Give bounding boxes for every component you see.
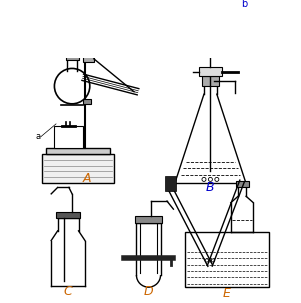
Bar [56,211,80,218]
Text: a: a [36,132,41,141]
Bar [135,215,162,223]
Bar [54,125,82,148]
Text: A: A [83,172,92,185]
Bar [185,232,269,287]
Bar [83,99,92,104]
Bar [202,76,219,86]
Bar [82,55,94,62]
Text: B: B [206,181,215,194]
Bar [66,52,79,60]
Text: D: D [144,285,153,298]
Text: b: b [241,0,247,9]
Bar [236,181,249,187]
Bar [165,176,176,191]
Bar [199,67,222,76]
Bar [42,155,114,183]
Text: C: C [64,285,73,298]
Bar [45,148,110,155]
Text: E: E [223,287,231,300]
